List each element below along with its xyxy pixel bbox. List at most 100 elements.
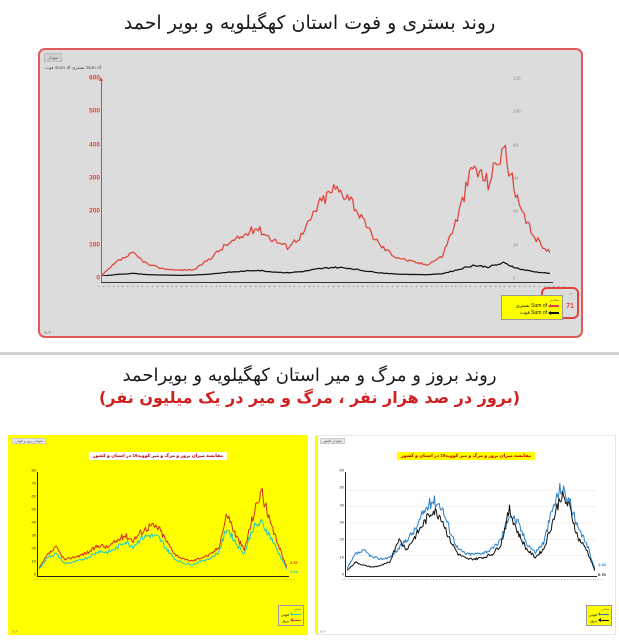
- legend-label: فوتی: [280, 612, 289, 617]
- legend-label: فوتی: [588, 612, 597, 617]
- end-value-label: 1.34: [598, 562, 606, 567]
- x-axis-line: [345, 576, 597, 577]
- axis-tick-label: 1399/02: [292, 579, 295, 580]
- province-chart: نمودار بروز و فوتی مقایسه میزان بروز و م…: [8, 435, 308, 635]
- axis-tick-label: 0: [513, 275, 516, 281]
- chart-header-label: نمودار: [44, 53, 63, 62]
- legend-item[interactable]: بروز: [589, 618, 609, 623]
- chart-title: مقایسه میزان بروز و مرگ و میر کووید19 در…: [88, 452, 228, 460]
- section-title: روند بروز و مرگ و میر استان کهگیلویه و ب…: [122, 365, 497, 386]
- legend-item[interactable]: بروز: [281, 618, 301, 623]
- axis-tick-label: 100: [89, 241, 100, 249]
- axis-tick-label: 40: [339, 502, 344, 508]
- x-axis-labels: 1399/011399/021399/031399/041399/051399/…: [341, 579, 603, 627]
- legend-item[interactable]: فوتی: [589, 612, 609, 617]
- legend-item[interactable]: فوتی: [281, 612, 301, 617]
- legend-line-icon: [548, 310, 559, 315]
- axis-tick-label: 0: [341, 571, 344, 577]
- end-value-label: 2.26: [290, 569, 298, 574]
- page-title: روند بستری و فوت استان کهگیلویه و بویر ا…: [123, 12, 496, 34]
- axis-tick-label: 1399/02: [600, 579, 603, 580]
- axis-tick-label: 0: [33, 571, 36, 577]
- callout-value: 71: [566, 303, 574, 310]
- chart-plot-area: [347, 482, 595, 572]
- axis-tick-label: 300: [89, 174, 100, 182]
- legend-line-icon: [548, 303, 559, 308]
- series-line: [347, 490, 595, 572]
- incidence-mortality-section: روند بروز و مرگ و میر استان کهگیلویه و ب…: [0, 355, 619, 640]
- legend-title: مقادیر: [601, 607, 609, 611]
- x-axis-labels: 1399/011399/021399/031399/041399/051399/…: [33, 579, 295, 627]
- axis-tick-label: 80: [513, 142, 519, 148]
- legend-label: بروز: [589, 618, 597, 623]
- axis-tick-label: 60: [31, 493, 36, 499]
- axis-tick-label: 60: [339, 467, 344, 473]
- y-axis-arrow-icon: [98, 77, 103, 81]
- chart-legend: مقادیر Sum of بستری Sum of فوت: [501, 295, 563, 320]
- axis-tick-label: 60: [513, 175, 519, 181]
- legend-line-icon: [290, 612, 301, 616]
- country-chart: نمودار کشور مقایسه میزان بروز و مرگ و می…: [315, 435, 616, 635]
- axis-tick-label: 30: [339, 519, 344, 525]
- axis-tick-label: 500: [89, 107, 100, 115]
- axis-tick-label: 0: [96, 274, 100, 282]
- legend-item[interactable]: Sum of فوت: [505, 310, 559, 316]
- y-axis-labels: 600 500 400 300 200 100 0: [78, 74, 102, 282]
- chart-header-label: نمودار کشور: [320, 438, 345, 444]
- hospitalization-section: روند بستری و فوت استان کهگیلویه و بویر ا…: [38, 12, 583, 338]
- series-line: [347, 482, 595, 570]
- chart-series-header: Sum of بستری Sum of فوت: [45, 65, 102, 70]
- callout-secondary-value: 22: [568, 291, 573, 296]
- axis-tick-label: 40: [513, 208, 519, 214]
- secondary-y-axis-labels: 120 100 80 60 40 20 0: [513, 75, 535, 281]
- axis-tick-label: 100: [513, 108, 521, 114]
- legend-label: بروز: [281, 618, 289, 623]
- y-axis-labels: 80 70 60 50 40 30 20 10 0: [21, 467, 37, 577]
- chart-legend: مقادیر فوتی بروز: [277, 605, 304, 626]
- legend-line-icon: [598, 618, 609, 622]
- series-line: [102, 144, 550, 276]
- legend-line-icon: [290, 618, 301, 622]
- axis-tick-label: 200: [89, 207, 100, 215]
- chart-footer-label: تاریخ: [44, 330, 51, 334]
- axis-tick-label: 50: [339, 484, 344, 490]
- axis-tick-label: 50: [31, 506, 36, 512]
- x-axis-labels: 1399/011399/021399/031399/041399/051399/…: [96, 286, 566, 336]
- axis-tick-label: 20: [339, 536, 344, 542]
- section-subtitle: (بروز در صد هزار نفر ، مرگ و میر در یک م…: [98, 388, 521, 407]
- y-axis-line: [101, 80, 102, 282]
- axis-tick-label: 20: [513, 242, 519, 248]
- legend-label: Sum of بستری: [515, 303, 547, 309]
- axis-tick-label: 70: [31, 480, 36, 486]
- end-value-label: 0.70: [598, 572, 606, 577]
- series-line: [39, 487, 287, 569]
- x-axis-line: [101, 282, 553, 283]
- section-divider: [0, 352, 619, 355]
- y-axis-line: [37, 472, 38, 576]
- axis-tick-label: 40: [31, 519, 36, 525]
- legend-line-icon: [598, 612, 609, 616]
- chart-footer-label: تاریخ: [320, 629, 326, 633]
- legend-title: مقادیر: [549, 298, 559, 302]
- chart-title: مقایسه میزان بروز و مرگ و میر کووید19 در…: [396, 452, 536, 460]
- series-line: [102, 261, 550, 276]
- legend-item[interactable]: Sum of بستری: [505, 303, 559, 309]
- legend-title: مقادیر: [293, 607, 301, 611]
- axis-tick-label: 30: [31, 532, 36, 538]
- hospitalization-chart: نمودار Sum of بستری Sum of فوت 600 500 400…: [38, 48, 583, 338]
- x-axis-line: [37, 576, 289, 577]
- chart-legend: مقادیر فوتی بروز: [585, 605, 612, 626]
- legend-label: Sum of فوت: [520, 310, 547, 316]
- y-axis-line: [345, 472, 346, 576]
- y-axis-labels: 60 50 40 30 20 10 0: [329, 467, 345, 577]
- chart-header-label: نمودار بروز و فوتی: [12, 438, 47, 444]
- axis-tick-label: 10: [31, 558, 36, 564]
- axis-tick-label: 80: [31, 467, 36, 473]
- axis-tick-label: 120: [513, 75, 521, 81]
- chart-plot-area: [102, 144, 550, 276]
- end-value-label: 3.57: [290, 560, 298, 565]
- axis-tick-label: 600: [89, 74, 100, 82]
- series-line: [39, 518, 287, 570]
- axis-tick-label: 400: [89, 141, 100, 149]
- axis-tick-label: 10: [339, 554, 344, 560]
